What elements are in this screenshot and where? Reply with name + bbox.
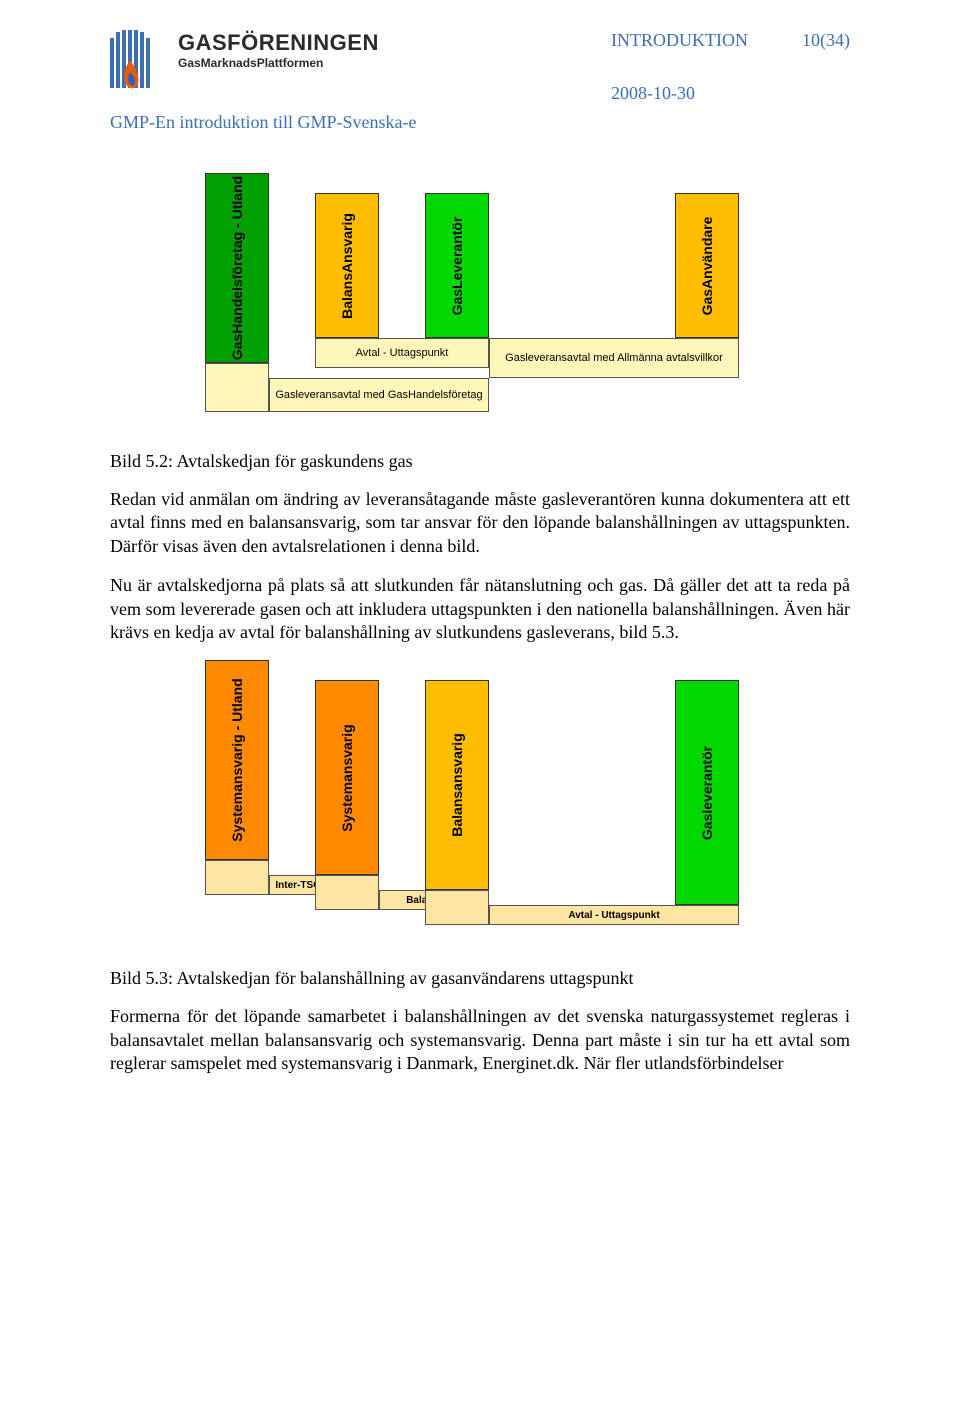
page-header: GASFÖRENINGEN GasMarknadsPlattformen INT… [110,30,850,104]
actor-label: Balansansvarig [449,734,465,838]
paragraph-3: Formerna för det löpande samarbetet i ba… [110,1005,850,1075]
actor-label: Systemansvarig - Utland [229,679,245,842]
connector-box [425,890,489,925]
logo-sub-text: GasMarknadsPlattformen [178,56,379,70]
caption-1: Bild 5.2: Avtalskedjan för gaskundens ga… [110,451,850,472]
connector-box: Avtal - Uttagspunkt [315,338,489,368]
connector-box: Gasleveransavtal med GasHandelsföretag [269,378,489,412]
actor-box: GasAnvändare [675,193,739,338]
actor-box: Systemansvarig [315,680,379,875]
actor-label: GasLeverantör [449,216,465,315]
actor-box: Gasleverantör [675,680,739,905]
doc-type: INTRODUKTION [611,30,748,51]
logo-main-text: GASFÖRENINGEN [178,30,379,56]
actor-box: Balansansvarig [425,680,489,890]
doc-subtitle: GMP-En introduktion till GMP-Svenska-e [110,112,850,133]
connector-box: Avtal - Uttagspunkt [489,905,739,925]
actor-label: BalansAnsvarig [339,213,355,319]
paragraph-1: Redan vid anmälan om ändring av leverans… [110,488,850,558]
caption-2: Bild 5.3: Avtalskedjan för balanshållnin… [110,968,850,989]
actor-label: GasHandelsföretag - Utland [229,176,245,360]
logo: GASFÖRENINGEN GasMarknadsPlattformen [110,30,379,94]
connector-box: Gasleveransavtal med Allmänna avtalsvill… [489,338,739,378]
actor-label: Systemansvarig [339,724,355,831]
page-number: 10(34) [802,30,850,51]
connector-box [205,363,269,412]
actor-label: GasAnvändare [699,216,715,315]
actor-box: Systemansvarig - Utland [205,660,269,860]
doc-date: 2008-10-30 [611,83,850,104]
flame-bars-icon [110,30,170,94]
connector-box [205,860,269,895]
diagram-2: Systemansvarig - Utland Systemansvarig Bal… [195,660,765,950]
actor-box: GasLeverantör [425,193,489,338]
actor-box: BalansAnsvarig [315,193,379,338]
connector-box [315,875,379,910]
paragraph-2: Nu är avtalskedjorna på plats så att slu… [110,574,850,644]
actor-label: Gasleverantör [699,746,715,840]
actor-box: GasHandelsföretag - Utland [205,173,269,363]
diagram-1: GasHandelsföretag - Utland BalansAnsvarig… [195,173,765,433]
